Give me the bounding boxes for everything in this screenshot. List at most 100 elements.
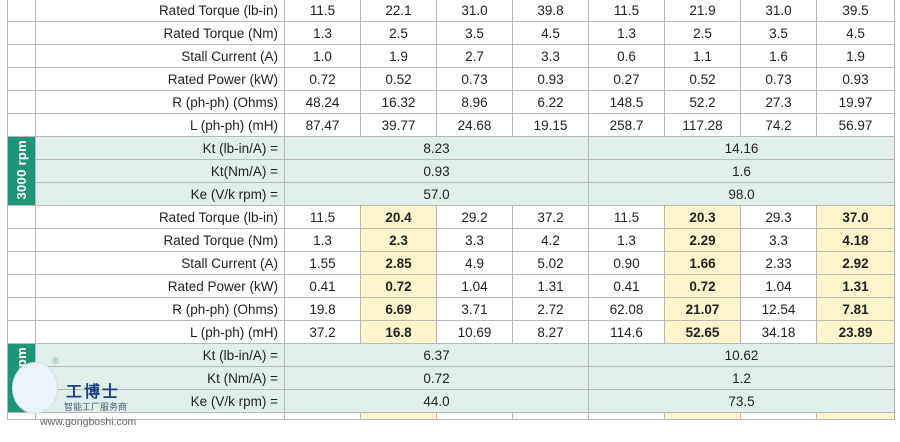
table-row: Rated Torque (lb-in) 11.5 22.1 31.0 39.8 11.5…	[7, 0, 895, 22]
row-label: R (ph-ph) (Ohms)	[35, 90, 285, 114]
table-row: Rated Power (kW) 0.72 0.52 0.73 0.93 0.27 0.52…	[7, 67, 895, 91]
table-row: Rated Torque (Nm) 1.3 2.3 3.3 4.2 1.3 2.29 3.3 4…	[7, 228, 895, 252]
cell-value: 1.9	[816, 44, 895, 68]
cell-value: 31.0	[436, 0, 513, 22]
constant-row: Kt(Nm/A) = 0.93 1.6	[8, 159, 895, 183]
cell-value: 19.15	[512, 113, 589, 137]
cell-value: 4.5	[816, 21, 895, 45]
cell-value: 0.93	[816, 67, 895, 91]
row-label: L (ph-ph) (mH)	[35, 113, 285, 137]
cell-value: 12.54	[740, 297, 817, 321]
cell-value: 1.04	[740, 274, 817, 298]
constant-row: Ke (V/k rpm) = 57.0 98.0	[8, 182, 895, 206]
constant-label: Kt(Nm/A) =	[35, 159, 285, 183]
constant-row: 3000 rpm Kt (lb-in/A) = 8.23 14.16	[7, 136, 895, 206]
cell-value: 6.69	[360, 297, 437, 321]
cell-value: 37.2	[512, 205, 589, 229]
cell-value: 19.8	[284, 297, 361, 321]
registered-mark: ®	[52, 356, 59, 366]
cell-value: 117.28	[664, 113, 741, 137]
cell-value: 20.3	[664, 205, 741, 229]
side-blank-cell	[7, 0, 36, 22]
cell-value: 1.55	[284, 251, 361, 275]
constant-label: Kt (Nm/A) =	[35, 366, 285, 390]
watermark-tagline: 智能工厂服务商	[64, 403, 128, 413]
constant-value: 14.16	[588, 136, 895, 160]
cell-value: 62.08	[588, 297, 665, 321]
robot-logo-icon	[12, 362, 58, 414]
constant-value: 98.0	[588, 182, 895, 206]
cell-value: 27.3	[740, 90, 817, 114]
cell-value: 1.31	[816, 274, 895, 298]
row-label: L (ph-ph) (mH)	[35, 320, 285, 344]
cell-empty	[360, 412, 437, 420]
cell-value: 3.3	[436, 228, 513, 252]
cell-value: 11.5	[588, 0, 665, 22]
side-blank-cell	[7, 297, 36, 321]
row-label: R (ph-ph) (Ohms)	[35, 297, 285, 321]
row-label: Rated Power (kW)	[35, 67, 285, 91]
cell-value: 21.07	[664, 297, 741, 321]
cell-value: 8.96	[436, 90, 513, 114]
cell-value: 74.2	[740, 113, 817, 137]
constant-value: 10.62	[588, 343, 895, 367]
cell-value: 0.6	[588, 44, 665, 68]
side-blank-cell	[7, 205, 36, 229]
cell-value: 2.85	[360, 251, 437, 275]
cell-value: 10.69	[436, 320, 513, 344]
table-row: Rated Torque (lb-in) 11.5 20.4 29.2 37.2 11.5…	[7, 205, 895, 229]
cell-value: 1.3	[588, 228, 665, 252]
cell-value: 3.5	[740, 21, 817, 45]
cell-value: 20.4	[360, 205, 437, 229]
constant-row: Kt (Nm/A) = 0.72 1.2	[8, 366, 895, 390]
rpm-side-label-text: 3000 rpm	[14, 139, 29, 200]
cell-value: 4.2	[512, 228, 589, 252]
cell-value: 2.5	[664, 21, 741, 45]
cell-value: 11.5	[588, 205, 665, 229]
constant-value: 1.2	[588, 366, 895, 390]
cell-value: 148.5	[588, 90, 665, 114]
cell-value: 0.72	[664, 274, 741, 298]
cell-value: 0.52	[664, 67, 741, 91]
cell-empty	[436, 412, 513, 420]
cell-value: 29.3	[740, 205, 817, 229]
cell-value: 11.5	[284, 0, 361, 22]
constant-label: Kt (lb-in/A) =	[35, 343, 285, 367]
cell-empty	[664, 412, 741, 420]
cell-value: 5.02	[512, 251, 589, 275]
cell-value: 0.93	[512, 67, 589, 91]
table-row: Stall Current (A) 1.55 2.85 4.9 5.02 0.90 1.66…	[7, 251, 895, 275]
watermark-brand-name: 工博士	[66, 382, 121, 401]
side-blank-cell	[7, 274, 36, 298]
cell-value: 1.6	[740, 44, 817, 68]
side-blank-cell	[7, 228, 36, 252]
cell-value: 39.77	[360, 113, 437, 137]
cell-value: 0.41	[284, 274, 361, 298]
cell-value: 1.0	[284, 44, 361, 68]
cell-value: 1.9	[360, 44, 437, 68]
row-label: Rated Torque (Nm)	[35, 21, 285, 45]
constant-value: 6.37	[284, 343, 589, 367]
row-label: Stall Current (A)	[35, 251, 285, 275]
cell-value: 52.2	[664, 90, 741, 114]
cell-value: 2.92	[816, 251, 895, 275]
constant-label: Ke (V/k rpm) =	[35, 182, 285, 206]
cell-value: 1.66	[664, 251, 741, 275]
rpm-side-label: 3000 rpm	[7, 136, 36, 206]
table-row: L (ph-ph) (mH) 87.47 39.77 24.68 19.15 258.7 1…	[7, 113, 895, 137]
side-blank-cell	[7, 44, 36, 68]
side-blank-cell	[7, 90, 36, 114]
cell-value: 0.41	[588, 274, 665, 298]
cell-value: 1.04	[436, 274, 513, 298]
cell-value: 1.3	[284, 21, 361, 45]
cell-value: 8.27	[512, 320, 589, 344]
table-row: R (ph-ph) (Ohms) 19.8 6.69 3.71 2.72 62.08 21.…	[7, 297, 895, 321]
cell-value: 2.3	[360, 228, 437, 252]
cell-value: 3.71	[436, 297, 513, 321]
cell-value: 258.7	[588, 113, 665, 137]
cell-value: 37.0	[816, 205, 895, 229]
constant-value: 0.93	[284, 159, 589, 183]
constant-value: 73.5	[588, 389, 895, 413]
side-blank-cell	[7, 67, 36, 91]
constant-label: Ke (V/k rpm) =	[35, 389, 285, 413]
